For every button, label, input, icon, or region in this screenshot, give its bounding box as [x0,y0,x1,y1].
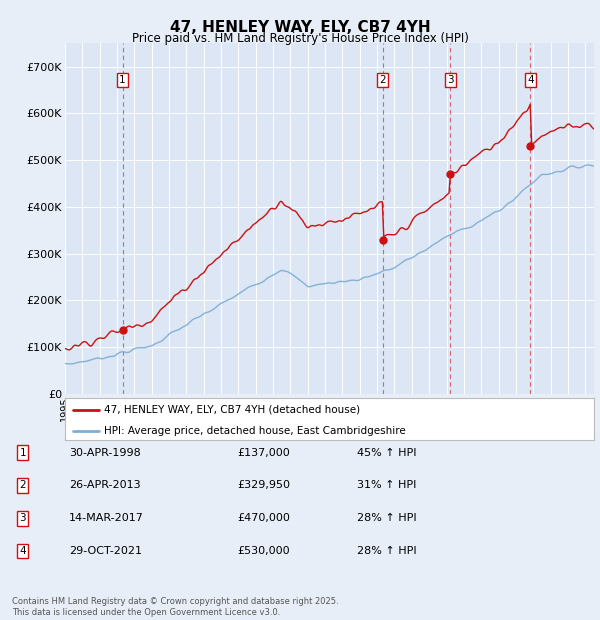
Text: 3: 3 [19,513,26,523]
Text: 14-MAR-2017: 14-MAR-2017 [69,513,144,523]
Text: 45% ↑ HPI: 45% ↑ HPI [357,448,416,458]
Text: 28% ↑ HPI: 28% ↑ HPI [357,513,416,523]
Text: 4: 4 [19,546,26,556]
Text: 28% ↑ HPI: 28% ↑ HPI [357,546,416,556]
Text: £329,950: £329,950 [237,480,290,490]
Text: 2: 2 [380,75,386,85]
Text: £137,000: £137,000 [237,448,290,458]
Text: Contains HM Land Registry data © Crown copyright and database right 2025.
This d: Contains HM Land Registry data © Crown c… [12,598,338,617]
Text: HPI: Average price, detached house, East Cambridgeshire: HPI: Average price, detached house, East… [104,426,406,436]
Text: 30-APR-1998: 30-APR-1998 [69,448,141,458]
Text: 26-APR-2013: 26-APR-2013 [69,480,140,490]
Text: £530,000: £530,000 [237,546,290,556]
Text: 4: 4 [527,75,533,85]
Text: 2: 2 [19,480,26,490]
Text: Price paid vs. HM Land Registry's House Price Index (HPI): Price paid vs. HM Land Registry's House … [131,32,469,45]
Text: 29-OCT-2021: 29-OCT-2021 [69,546,142,556]
Text: 47, HENLEY WAY, ELY, CB7 4YH: 47, HENLEY WAY, ELY, CB7 4YH [170,20,430,35]
Text: 1: 1 [119,75,126,85]
Text: 47, HENLEY WAY, ELY, CB7 4YH (detached house): 47, HENLEY WAY, ELY, CB7 4YH (detached h… [104,405,361,415]
Text: £470,000: £470,000 [237,513,290,523]
Text: 31% ↑ HPI: 31% ↑ HPI [357,480,416,490]
Text: 3: 3 [447,75,454,85]
Text: 1: 1 [19,448,26,458]
